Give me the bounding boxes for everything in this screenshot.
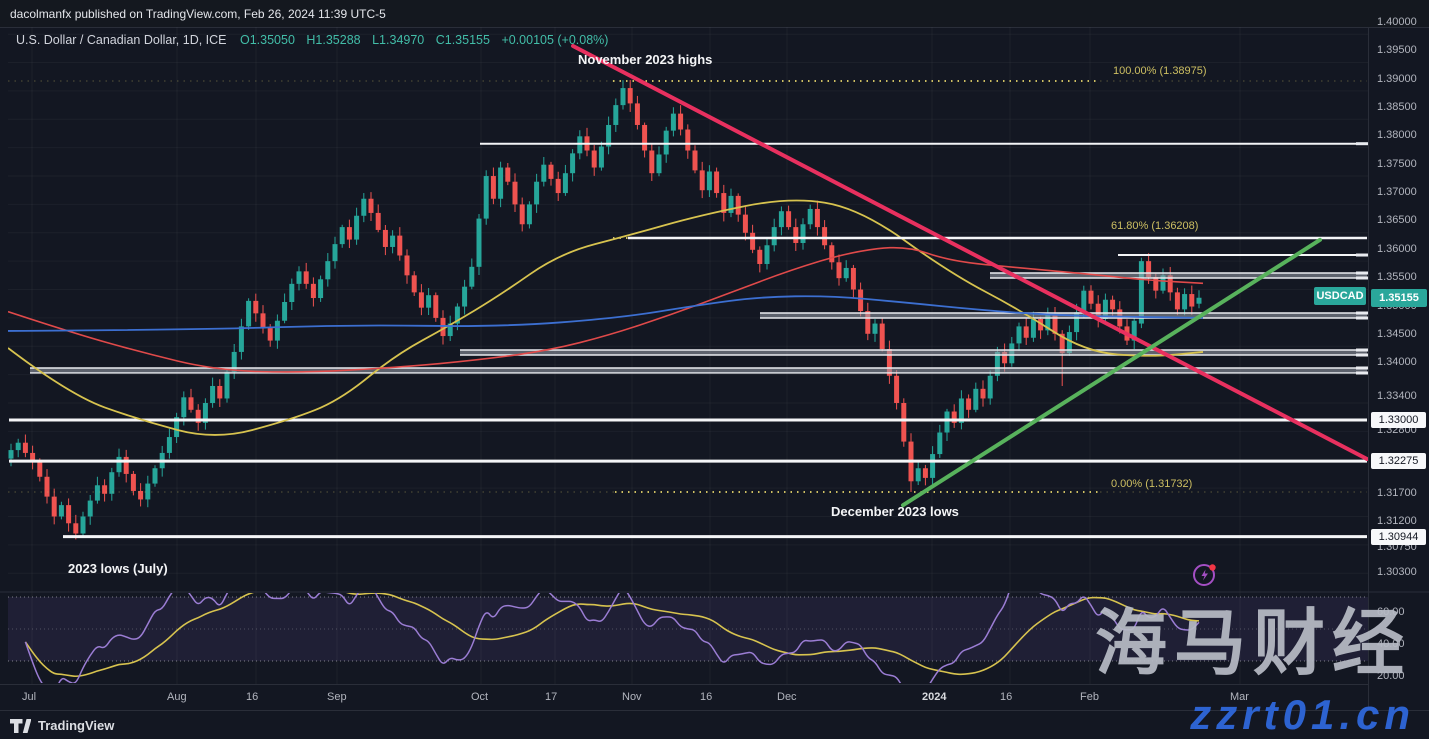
price-tick: 1.40000 [1377,15,1417,28]
level-axis-mark [1356,253,1368,257]
price-tick: 1.34500 [1377,327,1417,340]
price-tick: 1.38500 [1377,100,1417,113]
watermark-chinese: 海马财经 [1094,604,1411,684]
current-price-label: 1.35155 [1371,288,1427,307]
time-tick: Oct [471,691,489,703]
time-tick: 16 [700,691,713,703]
rsi-line [24,593,1200,683]
ascending-support-trendline [901,237,1322,508]
price-tick: 1.34000 [1377,356,1417,369]
fib-label-0: 0.00% (1.31732) [1111,478,1193,490]
watermark-site: zzrt01.cn [1190,691,1415,738]
fibonacci-levels [8,80,1367,493]
rsi-pane [8,593,1368,683]
ma-blue-line [8,295,1204,332]
rsi-tick: 60.00 [1377,606,1405,618]
time-tick: Aug [167,691,187,703]
time-tick: 2024 [922,691,947,703]
descending-resistance-trendline [571,43,1368,462]
price-level-label: 1.33000 [1371,412,1426,429]
price-tick: 1.37000 [1377,186,1417,199]
price-tick: 1.31200 [1377,515,1417,528]
time-tick: Nov [622,691,642,703]
time-tick: 16 [1000,691,1013,703]
publication-header: dacolmanfx published on TradingView.com,… [0,0,1429,28]
time-tick: 16 [246,691,259,703]
footer-bar: TradingView [0,710,1429,739]
price-tick: 1.39000 [1377,72,1417,85]
annotation-december-lows: December 2023 lows [831,504,959,519]
price-level-label: 1.32275 [1371,453,1426,470]
reaction-circle-icon [1193,564,1215,586]
fib-label-618: 61.80% (1.36208) [1111,220,1199,232]
time-tick: Dec [777,691,797,703]
time-tick: Feb [1080,691,1099,703]
time-tick: Sep [327,691,347,703]
notification-dot-icon [1209,564,1216,571]
symbol-price-flag: USDCAD [1314,287,1366,305]
symbol-title[interactable]: U.S. Dollar / Canadian Dollar, 1D, ICE [16,33,227,47]
ohlc-change: +0.00105 (+0.08%) [501,33,609,47]
level-axis-mark [1356,142,1368,146]
support-resistance-levels [9,142,1367,539]
chart-legend[interactable]: U.S. Dollar / Canadian Dollar, 1D, ICE O… [16,33,616,47]
price-tick: 1.37500 [1377,157,1417,170]
annotation-july-lows: 2023 lows (July) [68,561,168,576]
ohlc-close: C1.35155 [435,33,490,47]
lightning-reaction-button[interactable] [1191,561,1219,587]
time-axis[interactable]: Jul Aug 16 Sep Oct 17 Nov 16 Dec 2024 16 Feb Mar [0,684,1368,711]
level-axis-mark [1356,353,1368,357]
price-tick: 1.31700 [1377,486,1417,499]
price-tick: 1.35500 [1377,271,1417,284]
level-axis-mark [1356,271,1368,275]
price-axis[interactable]: 1.40000 1.39500 1.39000 1.38500 1.38000 1.375… [1368,16,1429,710]
rsi-tick: 40.00 [1377,638,1405,650]
publication-info: dacolmanfx published on TradingView.com,… [10,6,386,21]
tradingview-logo-icon [10,718,31,733]
level-axis-mark [1356,366,1368,370]
fib-label-100: 100.00% (1.38975) [1113,65,1207,77]
price-tick: 1.39500 [1377,44,1417,57]
time-tick: 17 [545,691,558,703]
candles [8,80,1202,540]
price-tick: 1.38000 [1377,129,1417,142]
level-axis-mark [1356,311,1368,315]
rsi-tick: 20.00 [1377,670,1405,682]
lightning-bolt-icon [1201,569,1208,581]
price-tick: 1.30300 [1377,566,1417,579]
price-tick: 1.36000 [1377,242,1417,255]
ohlc-low: L1.34970 [372,33,425,47]
price-tick: 1.36500 [1377,214,1417,227]
time-tick: Mar [1230,691,1249,703]
trendlines [571,43,1368,508]
ohlc-high: H1.35288 [306,33,361,47]
price-tick: 1.33400 [1377,390,1417,403]
tradingview-logo-text: TradingView [38,718,115,733]
ohlc-open: O1.35050 [240,33,295,47]
level-axis-mark [1356,371,1368,375]
level-axis-mark [1356,348,1368,352]
annotation-november-highs: November 2023 highs [578,52,713,67]
price-level-label: 1.30944 [1371,528,1426,545]
ma-yellow-line [8,199,1204,436]
time-tick: Jul [22,691,37,703]
tradingview-logo[interactable]: TradingView [10,718,114,733]
level-axis-mark [1356,276,1368,280]
level-axis-mark [1356,316,1368,320]
